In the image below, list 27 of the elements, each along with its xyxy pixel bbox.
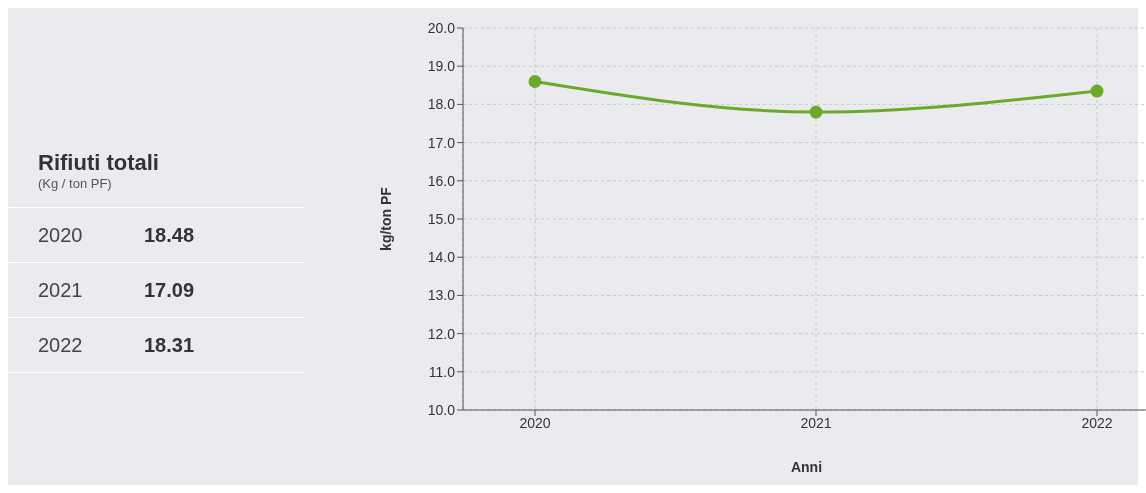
x-axis-title: Anni	[790, 459, 823, 475]
x-tick-label: 2022	[1081, 414, 1113, 431]
y-tick-label: 17.0	[427, 134, 456, 151]
text: Rifiuti totali	[37, 150, 160, 176]
y-tick-label: 13.0	[427, 287, 456, 304]
point	[1090, 84, 1104, 98]
y-tick-label: 11.0	[428, 363, 456, 380]
point	[809, 105, 823, 119]
y-tick-label: 18.0	[427, 96, 456, 113]
y-tick-label: 20.0	[427, 19, 456, 36]
y-tick-label: 10.0	[427, 401, 456, 418]
text: 18.48	[144, 223, 195, 247]
text: 2020	[37, 223, 84, 247]
text: 18.31	[144, 333, 195, 357]
point	[528, 74, 542, 88]
text: 17.09	[144, 278, 195, 302]
text: (Kg / ton PF)	[37, 176, 113, 191]
y-tick-label: 16.0	[427, 172, 456, 189]
text: 2022	[37, 333, 84, 357]
y-tick-label: 14.0	[427, 249, 456, 266]
y-axis-title: kg/ton PF	[377, 186, 394, 251]
x-tick-label: 2021	[800, 414, 832, 431]
y-tick-label: 12.0	[427, 325, 456, 342]
x-tick-label: 2020	[519, 414, 551, 431]
y-tick-label: 15.0	[427, 210, 456, 227]
y-tick-label: 19.0	[427, 58, 456, 75]
text: 2021	[37, 278, 84, 302]
